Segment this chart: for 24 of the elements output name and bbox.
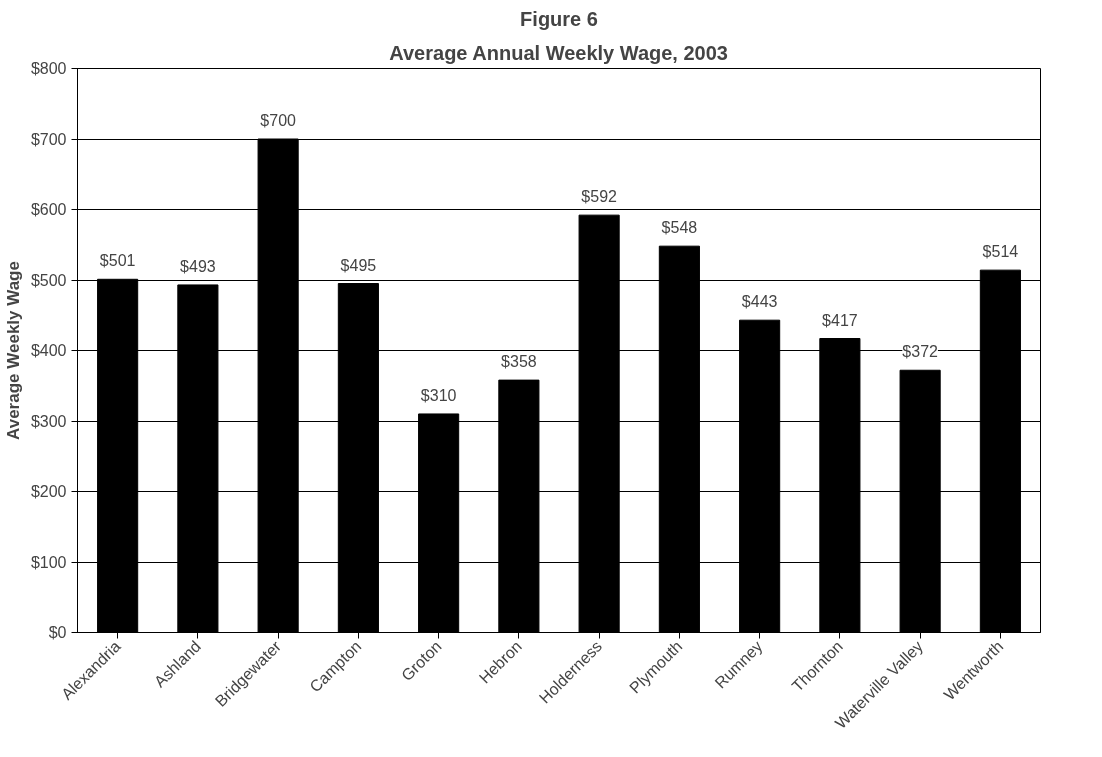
y-tick-label: $0 [48,624,67,641]
data-label: $495 [340,256,377,274]
y-tick-label: $100 [30,553,67,571]
data-label: $372 [902,343,939,361]
data-label: $592 [581,188,618,206]
y-tick-label: $800 [30,60,67,77]
data-label: $358 [501,353,537,371]
data-label: $548 [661,219,698,237]
data-label: $417 [822,311,858,329]
y-tick-label: $500 [30,271,67,289]
data-label: $514 [982,243,1019,261]
data-label: $443 [741,293,778,311]
data-label: $700 [260,112,297,129]
data-label: $501 [99,252,136,270]
y-axis-title: Average Weekly Wage [3,261,23,440]
chart-subtitle: Average Annual Weekly Wage, 2003 [389,41,728,64]
y-tick-label: $200 [30,483,67,500]
y-tick-label: $400 [30,342,67,359]
y-tick-label: $600 [30,201,67,218]
chart-title: Figure 6 [520,7,598,30]
data-label: $493 [180,257,216,275]
data-label: $310 [420,386,457,404]
y-tick-label: $300 [30,412,67,430]
y-tick-label: $700 [30,130,67,148]
